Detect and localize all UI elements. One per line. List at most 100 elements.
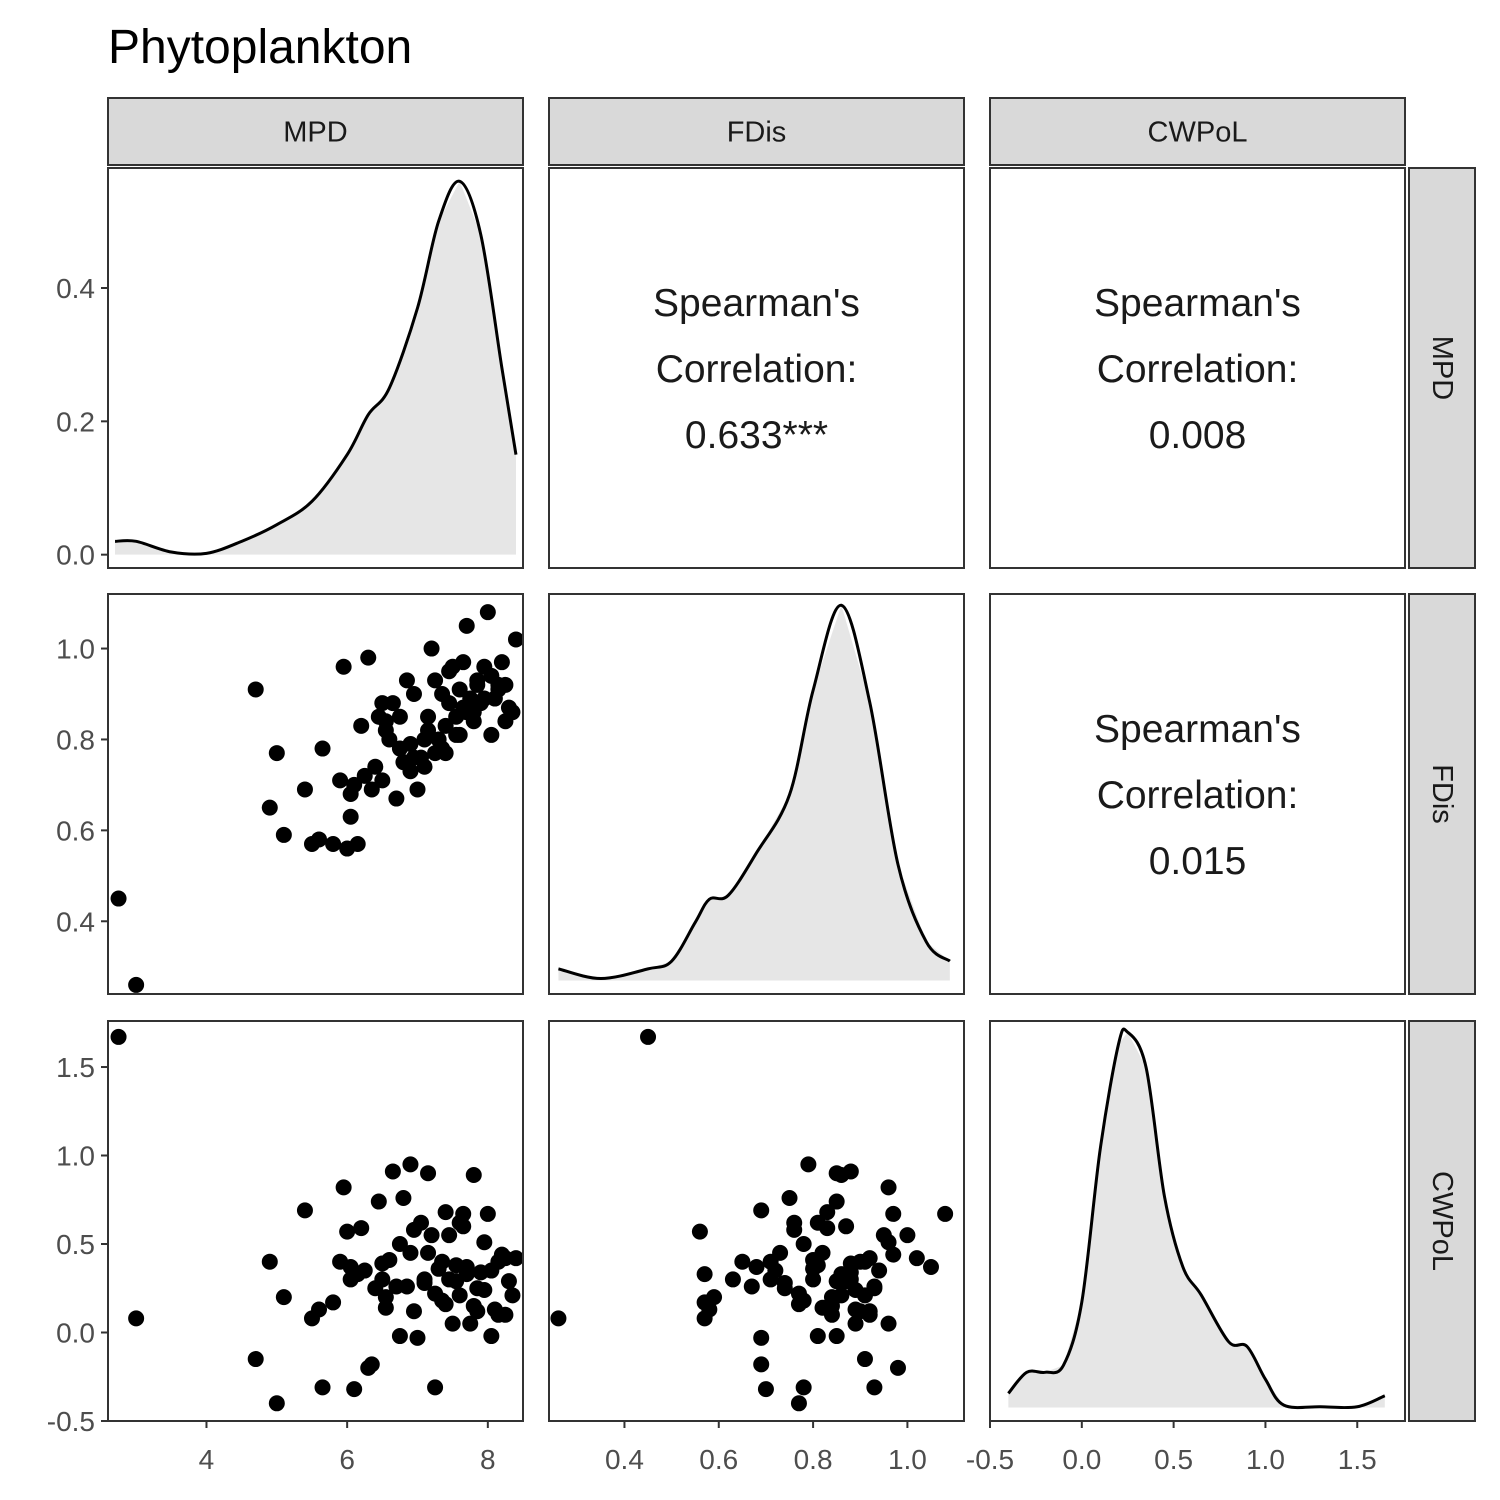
scatter-point — [409, 1329, 426, 1346]
y-tick-label: 0.4 — [56, 906, 95, 937]
scatter-point — [381, 1251, 398, 1268]
scatter-point — [409, 781, 426, 798]
correlation-line: 0.008 — [1149, 414, 1247, 457]
scatter-point — [856, 1351, 873, 1368]
scatter-point — [388, 790, 405, 807]
scatter-point — [296, 781, 313, 798]
scatter-point — [465, 1166, 482, 1183]
scatter-point — [880, 1315, 897, 1332]
scatter-point — [483, 726, 500, 743]
scatter-point — [885, 1205, 902, 1222]
scatter-point — [441, 1271, 458, 1288]
scatter-point — [753, 1356, 770, 1373]
scatter-point — [696, 1266, 713, 1283]
panel-border — [989, 167, 1406, 569]
scatter-point — [420, 722, 437, 739]
density-line-cwpol — [1007, 1027, 1386, 1410]
panel-border — [989, 1020, 1406, 1422]
panel-border — [107, 593, 524, 995]
scatter-point — [885, 1246, 902, 1263]
scatter-point — [490, 676, 507, 693]
scatter-point — [861, 1306, 878, 1323]
scatter-point — [809, 1214, 826, 1231]
scatter-point — [762, 1271, 779, 1288]
scatter-point — [356, 767, 373, 784]
strip-top-fdis — [548, 97, 965, 166]
scatter-point — [786, 1221, 803, 1238]
panel-border — [989, 593, 1406, 995]
correlation-line: 0.633*** — [685, 414, 828, 457]
scatter-point — [847, 1315, 864, 1332]
x-tick-label: 0.5 — [1154, 1444, 1193, 1475]
x-tick-label: 1.0 — [1246, 1444, 1285, 1475]
scatter-point — [346, 776, 363, 793]
scatter-point — [861, 1250, 878, 1267]
scatter-point — [458, 704, 475, 721]
panel-border — [107, 167, 524, 569]
scatter-point — [434, 1253, 451, 1270]
y-tick-label: 0.2 — [56, 406, 95, 437]
scatter-point — [420, 708, 437, 725]
y-tick-label: -0.5 — [47, 1406, 95, 1437]
scatter-point — [261, 799, 278, 816]
scatter-point — [908, 1250, 925, 1267]
density-area-fdis — [558, 605, 950, 981]
scatter-point — [398, 1278, 415, 1295]
scatter-point — [866, 1280, 883, 1297]
scatter-point — [748, 1259, 765, 1276]
scatter-point — [497, 713, 514, 730]
scatter-point — [339, 1223, 356, 1240]
scatter-point — [444, 1315, 461, 1332]
x-tick-label: 8 — [480, 1444, 496, 1475]
scatter-point — [781, 1189, 798, 1206]
scatter-point — [823, 1297, 840, 1314]
scatter-point — [724, 1271, 741, 1288]
scatter-point — [405, 1303, 422, 1320]
scatter-point — [381, 731, 398, 748]
scatter-point — [550, 1310, 567, 1327]
scatter-point — [847, 1301, 864, 1318]
panel-cwpol-fdis — [548, 1020, 965, 1422]
scatter-point — [753, 1329, 770, 1346]
scatter-point — [640, 1028, 657, 1045]
scatter-point — [465, 1297, 482, 1314]
scatter-point — [437, 745, 454, 762]
x-tick-label: 1.0 — [888, 1444, 927, 1475]
scatter-point — [377, 713, 394, 730]
scatter-point — [335, 1179, 352, 1196]
strip-right-label-mpd: MPD — [1426, 336, 1458, 400]
scatter-point — [809, 1257, 826, 1274]
scatter-point — [479, 604, 496, 621]
scatter-point — [795, 1236, 812, 1253]
scatter-point — [772, 1244, 789, 1261]
scatter-point — [734, 1253, 751, 1270]
scatter-point — [247, 681, 264, 698]
scatter-point — [268, 745, 285, 762]
scatter-point — [743, 1278, 760, 1295]
scatter-point — [395, 1189, 412, 1206]
scatter-point — [451, 726, 468, 743]
scatter-point — [790, 1296, 807, 1313]
scatter-point — [405, 686, 422, 702]
scatter-point — [828, 1193, 845, 1210]
scatter-point — [374, 772, 391, 789]
chart-title: Phytoplankton — [108, 21, 412, 74]
x-tick-label: -0.5 — [966, 1444, 1014, 1475]
correlation-line: Spearman's — [653, 282, 860, 325]
scatter-point — [500, 1273, 517, 1290]
scatter-point — [427, 1285, 444, 1302]
scatter-point — [420, 1244, 437, 1261]
panel-mpd-mpd — [107, 167, 524, 569]
scatter-point — [809, 1328, 826, 1345]
scatter-point — [268, 1395, 285, 1412]
density-line-fdis — [558, 603, 951, 981]
panel-mpd-cwpol: Spearman's Correlation: 0.008 — [989, 167, 1406, 569]
scatter-point — [437, 1296, 454, 1313]
scatter-point — [349, 836, 366, 852]
scatter-point — [507, 1250, 524, 1267]
scatter-point — [332, 772, 349, 789]
scatter-point — [458, 617, 475, 634]
scatter-point — [427, 1379, 444, 1396]
correlation-line: Correlation: — [1097, 348, 1299, 391]
scatter-point — [462, 1315, 479, 1332]
